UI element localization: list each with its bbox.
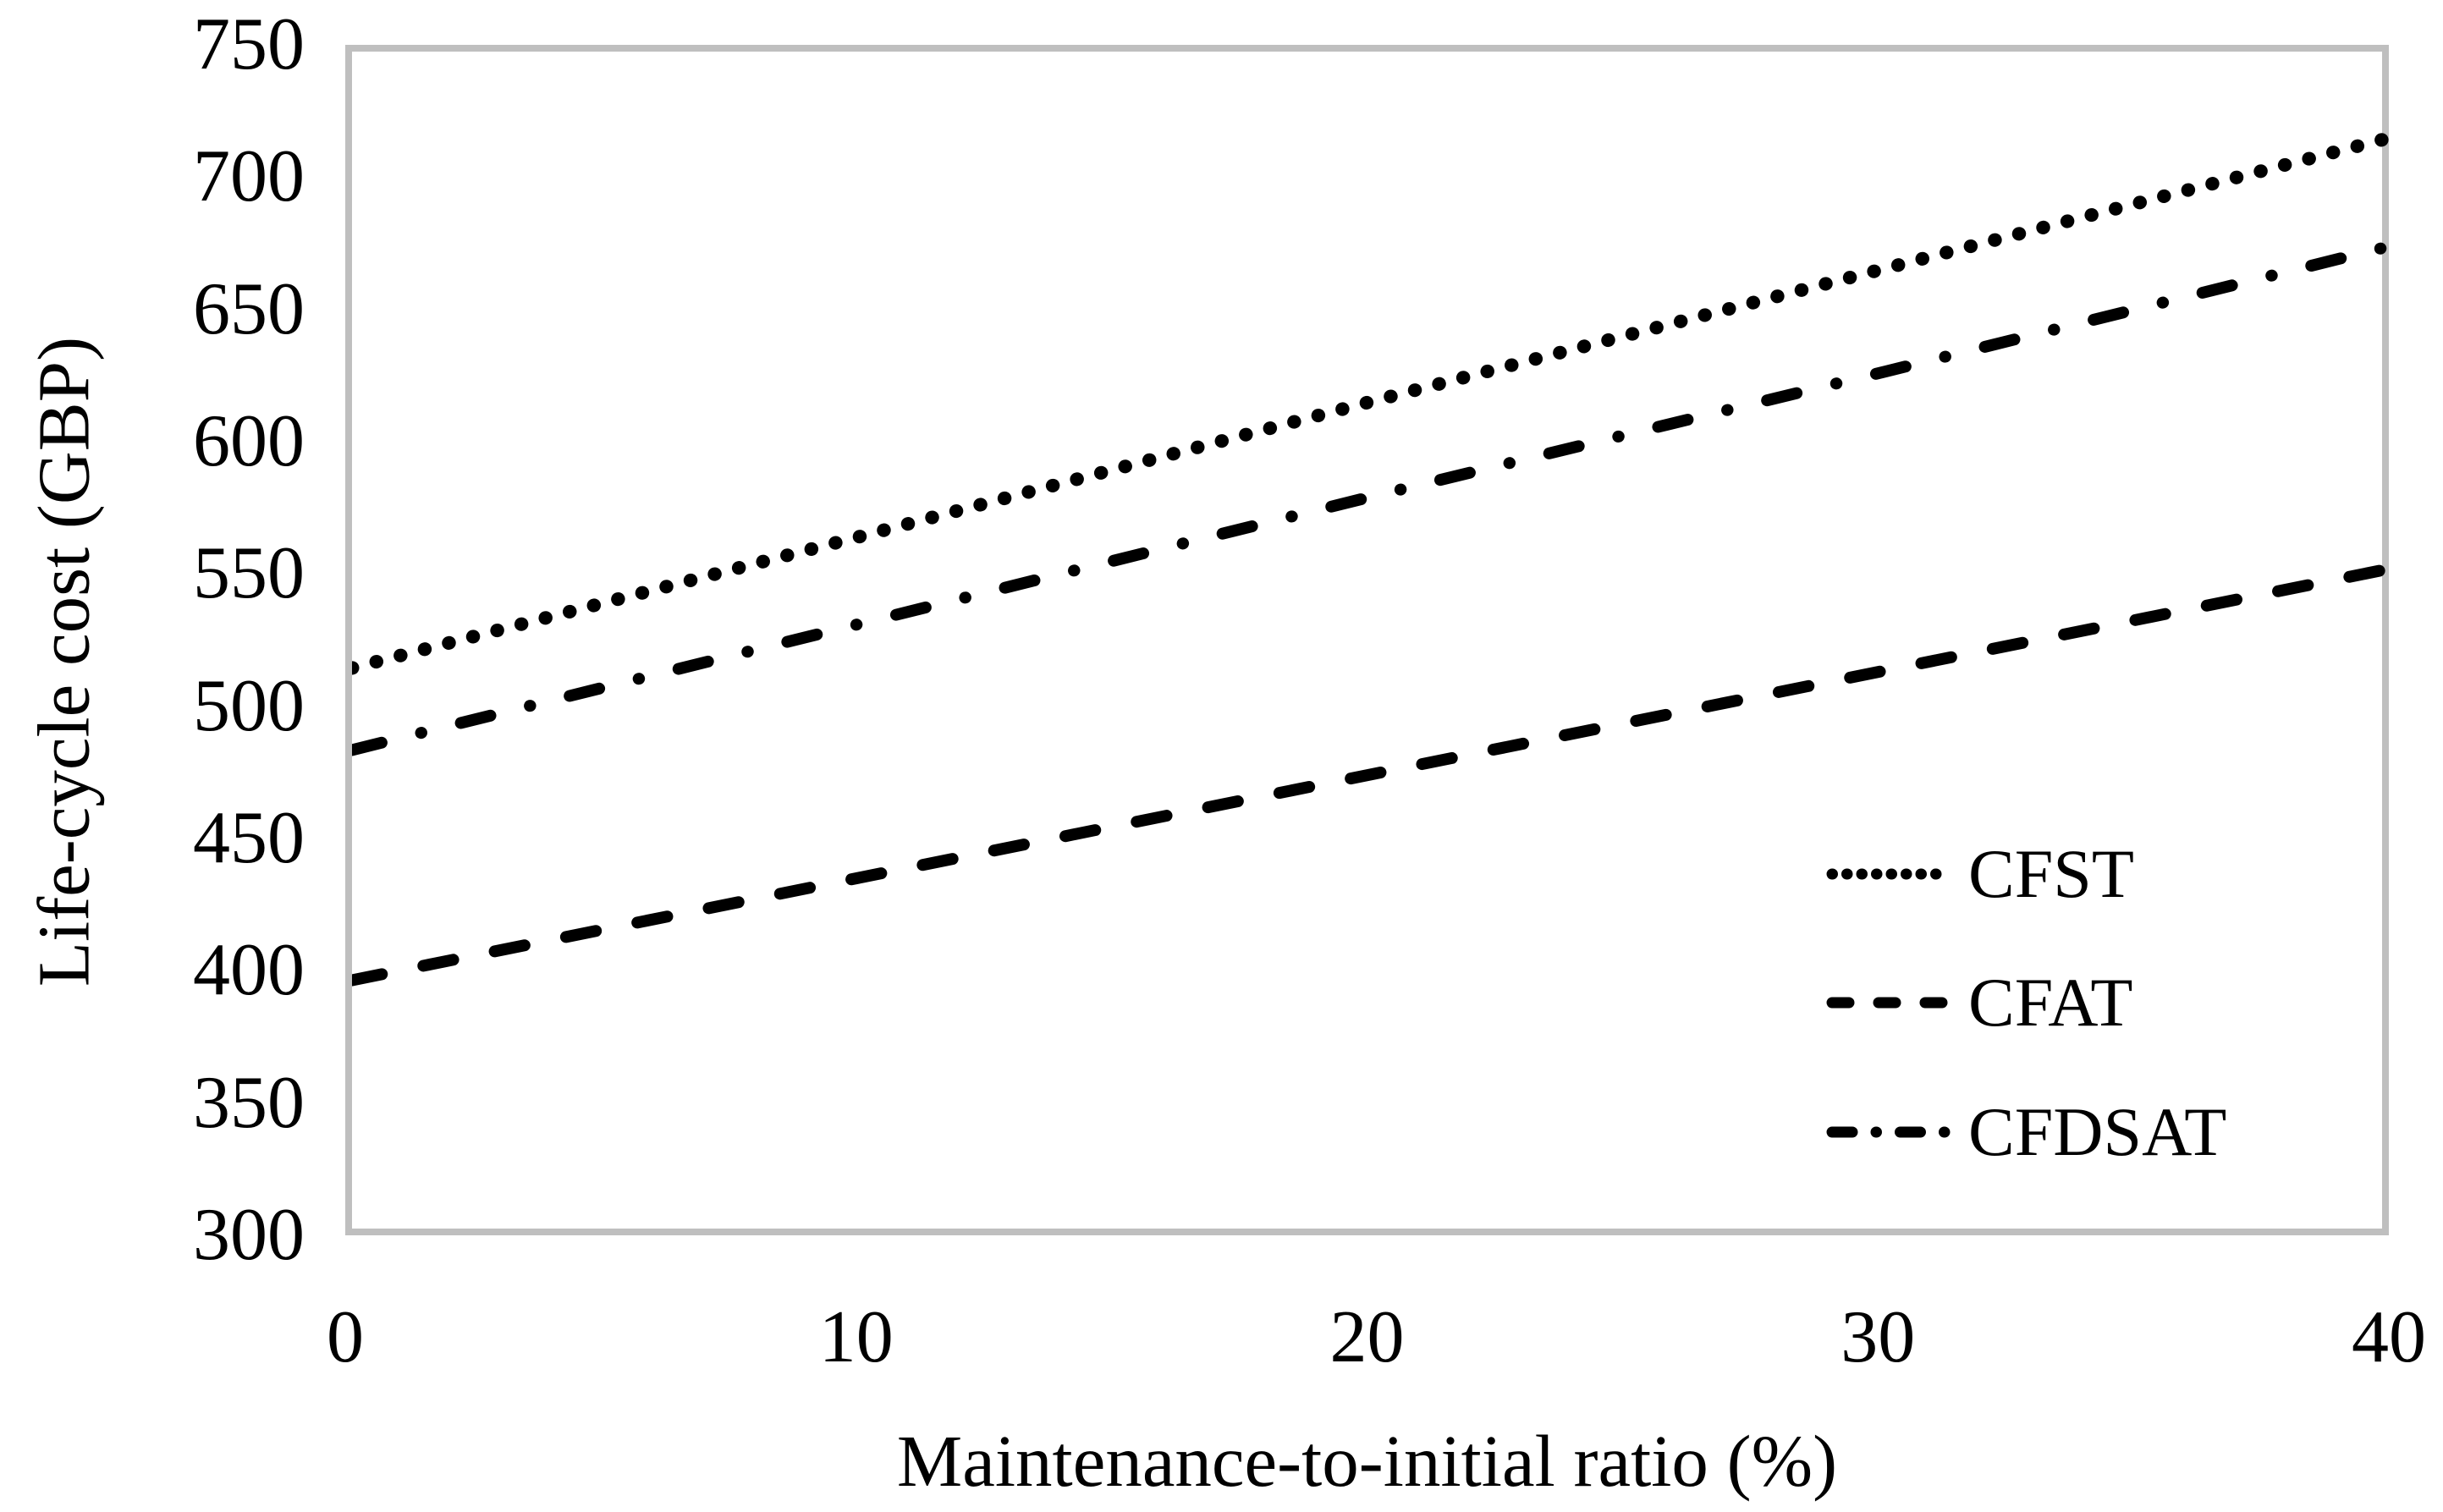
y-tick-label-350: 350 bbox=[193, 1061, 305, 1144]
legend-item-cfdsat: CFDSAT bbox=[1826, 1086, 2226, 1179]
x-axis-title: Maintenance-to-initial ratio (%) bbox=[896, 1420, 1838, 1502]
legend-label-cfdsat: CFDSAT bbox=[1968, 1093, 2227, 1170]
x-tick-label-20: 20 bbox=[1329, 1296, 1405, 1378]
x-tick-label-0: 0 bbox=[327, 1296, 364, 1378]
plot-area bbox=[345, 45, 2396, 1235]
y-tick-label-600: 600 bbox=[193, 400, 305, 482]
y-tick-label-450: 450 bbox=[193, 797, 305, 879]
x-tick-label-30: 30 bbox=[1841, 1296, 1916, 1378]
y-tick-label-400: 400 bbox=[193, 929, 305, 1012]
legend-label-cfst: CFST bbox=[1968, 835, 2134, 912]
legend-item-cfat: CFAT bbox=[1826, 956, 2132, 1049]
y-tick-label-650: 650 bbox=[193, 267, 305, 350]
y-tick-label-550: 550 bbox=[193, 532, 305, 615]
x-tick-label-10: 10 bbox=[818, 1296, 894, 1378]
legend-item-cfst: CFST bbox=[1826, 827, 2134, 921]
y-tick-label-500: 500 bbox=[193, 664, 305, 747]
y-tick-label-750: 750 bbox=[193, 3, 305, 85]
y-tick-label-700: 700 bbox=[193, 135, 305, 218]
x-tick-label-40: 40 bbox=[2352, 1296, 2426, 1378]
legend-sample-line-dashdot bbox=[1826, 1126, 1953, 1138]
y-tick-label-300: 300 bbox=[193, 1194, 305, 1276]
legend-label-cfat: CFAT bbox=[1968, 964, 2133, 1041]
legend-sample-line-dotted bbox=[1826, 868, 1953, 880]
series-line-cfdsat bbox=[352, 239, 2396, 756]
legend-sample-line-dashed bbox=[1826, 997, 1953, 1009]
series-line-cfst bbox=[352, 129, 2396, 675]
series-line-cfat bbox=[352, 561, 2396, 987]
series-lines-canvas bbox=[352, 129, 2396, 987]
